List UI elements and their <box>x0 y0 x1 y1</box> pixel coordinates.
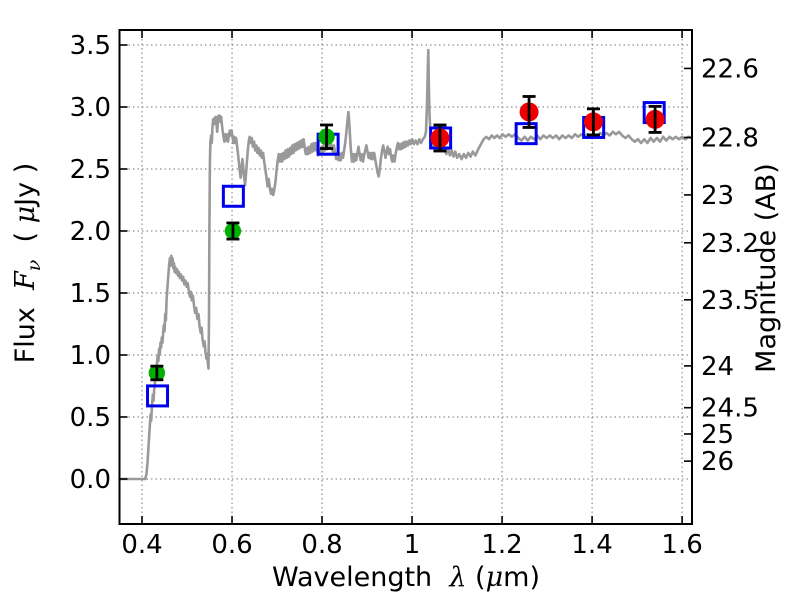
magnitude-tick-label: 24.5 <box>701 394 759 424</box>
x-tick-label: 1.4 <box>571 530 612 560</box>
blue-open-square-marker <box>514 122 538 146</box>
y-axis-label-right: Magnitude (AB) <box>751 163 782 373</box>
flux-tick-label: 3.5 <box>70 31 111 61</box>
flux-tick-label: 1.0 <box>70 341 111 371</box>
magnitude-tick-label: 23.2 <box>701 229 759 259</box>
y-axis-label-left: Flux Fν ( μJy ) <box>10 163 45 364</box>
flux-tick-label: 3.0 <box>70 93 111 123</box>
x-tick-label: 0.8 <box>301 530 342 560</box>
data-layer <box>118 48 693 481</box>
blue-open-square-marker <box>221 184 245 208</box>
tick-label-layer: 0.4 0.6 0.8 1 1.2 1.4 1.6 0.0 0.5 1.0 1.5 2.0 2.5 3.0… <box>70 31 759 560</box>
magnitude-tick-label: 22.6 <box>701 54 759 84</box>
x-tick-label: 0.4 <box>121 530 162 560</box>
x-tick-label: 1.2 <box>481 530 522 560</box>
flux-tick-label: 0.0 <box>70 465 111 495</box>
flux-tick-label: 2.0 <box>70 217 111 247</box>
magnitude-tick-label: 26 <box>701 447 734 477</box>
x-tick-label: 1.6 <box>661 530 702 560</box>
magnitude-tick-label: 24 <box>701 352 734 382</box>
x-axis-label: Wavelength λ (μm) <box>272 562 540 593</box>
flux-tick-label: 2.5 <box>70 155 111 185</box>
blue-open-square-marker <box>146 384 170 408</box>
magnitude-tick-label: 22.8 <box>701 124 759 154</box>
grid-layer <box>119 30 692 524</box>
magnitude-tick-label: 25 <box>701 420 734 450</box>
magnitude-tick-label: 23 <box>701 181 734 211</box>
flux-tick-label: 1.5 <box>70 279 111 309</box>
axes-layer <box>118 29 693 525</box>
model-spectrum-line <box>118 48 693 481</box>
magnitude-tick-label: 23.5 <box>701 286 759 316</box>
x-tick-label: 0.6 <box>211 530 252 560</box>
axes-frame <box>118 29 693 525</box>
flux-tick-label: 0.5 <box>70 403 111 433</box>
x-tick-label: 1 <box>404 530 421 560</box>
